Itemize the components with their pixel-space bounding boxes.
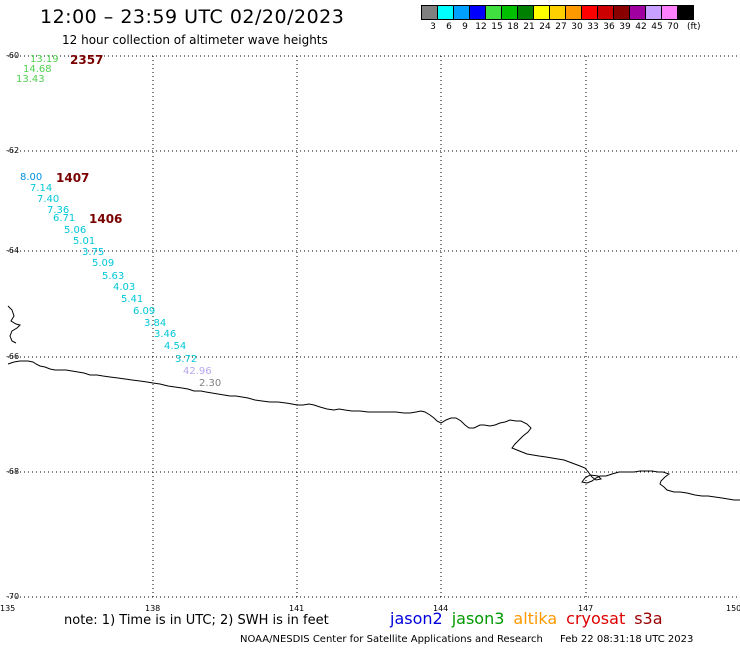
wave-height-label: 5.41 <box>121 294 144 305</box>
satellite-legend-item: altika <box>513 609 558 628</box>
scale-label: 9 <box>462 22 468 32</box>
scale-label: 33 <box>587 22 599 32</box>
footer-credit: NOAA/NESDIS Center for Satellite Applica… <box>240 634 543 645</box>
coastline <box>7 360 740 501</box>
time-label: 2357 <box>70 53 104 67</box>
satellite-legend: jason2 jason3 altika cryosat s3a <box>390 609 672 628</box>
wave-height-label: 5.63 <box>102 271 125 282</box>
chart-subtitle: 12 hour collection of altimeter wave hei… <box>62 33 328 47</box>
wave-height-label: 2.30 <box>199 378 222 389</box>
scale-label: 18 <box>507 22 519 32</box>
chart-title: 12:00 – 23:59 UTC 02/20/2023 <box>40 6 345 28</box>
scale-label: 42 <box>635 22 647 32</box>
scale-label: 12 <box>475 22 487 32</box>
scale-label: 24 <box>539 22 551 32</box>
lat-label-66: -66 <box>6 352 20 361</box>
wave-height-label: 6.71 <box>53 213 76 224</box>
wave-height-label: 13.43 <box>16 74 45 85</box>
wave-height-label: 5.01 <box>73 236 96 247</box>
coastline-west-fragment <box>7 305 21 344</box>
footer-timestamp: Feb 22 08:31:18 UTC 2023 <box>560 634 694 645</box>
satellite-legend-item: jason3 <box>451 609 505 628</box>
color-scale-labels: 3 6 9 12 15 18 21 24 27 30 33 36 39 42 45 70 (ft) <box>421 22 740 34</box>
color-scale <box>421 5 694 20</box>
footer-note: note: 1) Time is in UTC; 2) SWH is in fe… <box>64 613 329 628</box>
satellite-legend-item: cryosat <box>566 609 626 628</box>
scale-label: 45 <box>651 22 663 32</box>
lat-label-68: -68 <box>6 467 20 476</box>
wave-height-label: 42.96 <box>183 366 212 377</box>
time-label: 1407 <box>56 171 90 185</box>
scale-label: 15 <box>491 22 503 32</box>
lon-label-138: 138 <box>145 604 161 613</box>
footer-credit-line: NOAA/NESDIS Center for Satellite Applica… <box>240 634 693 645</box>
wave-height-label: 13.19 <box>30 54 59 65</box>
wave-height-label: 7.40 <box>37 194 60 205</box>
lon-label-147: 147 <box>578 604 594 613</box>
lat-label-60: -60 <box>6 51 20 60</box>
wave-height-label: 4.54 <box>164 341 187 352</box>
wave-height-label: 4.03 <box>113 282 136 293</box>
scale-label: 6 <box>446 22 452 32</box>
wave-height-label: 7.36 <box>47 205 70 216</box>
scale-label: 27 <box>555 22 567 32</box>
scale-label: 36 <box>603 22 615 32</box>
lon-label-135: 135 <box>0 604 16 613</box>
lon-label-144: 144 <box>433 604 449 613</box>
wave-height-label: 8.00 <box>20 172 43 183</box>
scale-swatch <box>677 5 694 20</box>
wave-height-label: 6.09 <box>133 306 156 317</box>
lon-label-141: 141 <box>289 604 305 613</box>
scale-unit: (ft) <box>687 22 701 32</box>
time-label: 1406 <box>89 212 123 226</box>
wave-height-label: 5.09 <box>92 258 115 269</box>
wave-height-label: 3.72 <box>175 354 198 365</box>
scale-label: 30 <box>571 22 583 32</box>
lat-label-64: -64 <box>6 246 20 255</box>
scale-label: 39 <box>619 22 631 32</box>
wave-height-label: 3.75 <box>82 247 105 258</box>
wave-height-label: 5.06 <box>64 225 87 236</box>
grid-lines <box>8 55 740 598</box>
wave-height-label: 14.68 <box>23 64 52 75</box>
lat-label-70: -70 <box>6 592 20 601</box>
wave-height-label: 3.46 <box>154 329 177 340</box>
wave-height-label: 7.14 <box>30 183 53 194</box>
satellite-legend-item: jason2 <box>390 609 443 628</box>
satellite-legend-item: s3a <box>634 609 663 628</box>
scale-label: 70 <box>667 22 679 32</box>
wave-height-label: 3.84 <box>144 318 167 329</box>
scale-label: 21 <box>523 22 535 32</box>
lat-label-62: -62 <box>6 146 20 155</box>
lon-label-150: 150 <box>726 604 740 613</box>
scale-label: 3 <box>430 22 436 32</box>
